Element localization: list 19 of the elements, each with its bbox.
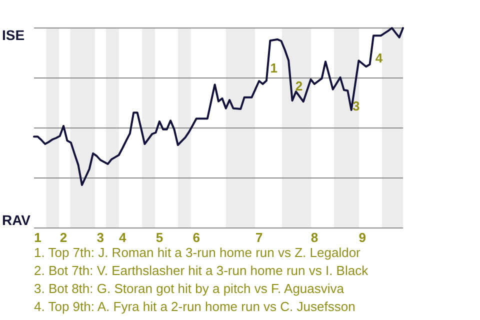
text: 4. Top 9th: A. Fyra hit a 2-run home run vs C. Jusefsson — [34, 299, 356, 314]
text: ISE — [2, 26, 25, 43]
text: RAV — [2, 212, 32, 228]
x-tick-label: 5 — [156, 230, 164, 245]
annotation: 4 — [375, 50, 384, 66]
annotation: 1 — [270, 60, 278, 76]
x-tick-label: 1 — [34, 230, 42, 245]
x-tick-label: 6 — [192, 230, 200, 245]
text: 2. Bot 7th: V. Earthslasher hit a 3-run home run vs I. Black — [34, 263, 369, 278]
text: 1. Top 7th: J. Roman hit a 3-run home run vs Z. Legaldor — [34, 245, 362, 260]
x-tick-label: 2 — [60, 230, 68, 245]
x-tick-label: 7 — [255, 230, 263, 245]
x-tick-label: 3 — [96, 230, 104, 245]
annotation: 2 — [295, 78, 303, 94]
x-tick-label: 4 — [118, 230, 127, 245]
x-tick-label: 8 — [310, 230, 318, 245]
annotation: 3 — [352, 98, 360, 114]
x-tick-label: 9 — [358, 230, 366, 245]
text: 3. Bot 8th: G. Storan got hit by a pitch vs F. Aguasviva — [34, 281, 345, 296]
